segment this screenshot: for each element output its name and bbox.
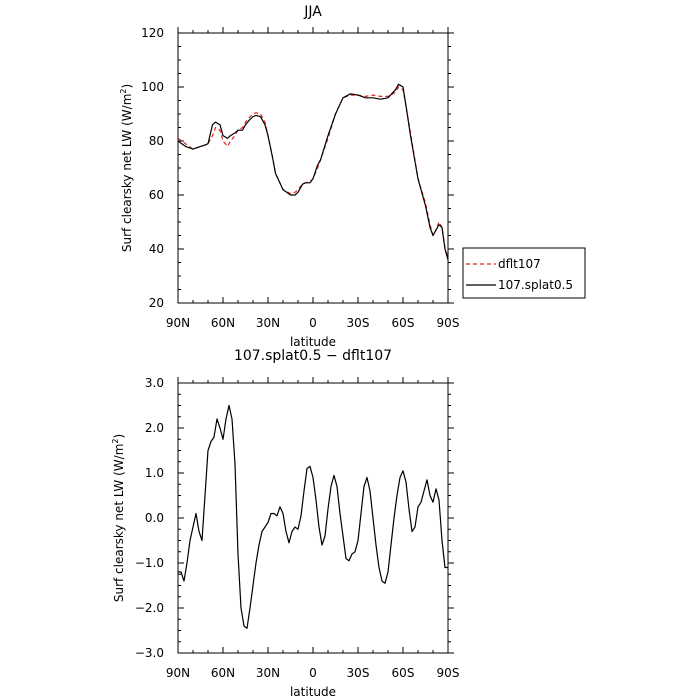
top-x-tick-label: 90N (166, 316, 190, 330)
top-y-tick-label: 100 (141, 80, 164, 94)
top-series-line-107-splat0-5 (177, 83, 449, 260)
bottom-y-axis-label-tail: ) (112, 434, 126, 439)
bottom-y-axis-label-superscript: 2 (111, 439, 120, 444)
legend-label-splat: 107.splat0.5 (498, 278, 573, 292)
bottom-x-tick-label: 90S (437, 666, 460, 680)
top-x-tick-label: 90S (437, 316, 460, 330)
bottom-y-tick-label: 2.0 (145, 421, 164, 435)
top-x-tick-label: 60N (211, 316, 235, 330)
top-y-tick-label: 40 (149, 242, 164, 256)
top-x-tick-label: 0 (309, 316, 317, 330)
bottom-x-tick-label: 0 (309, 666, 317, 680)
bottom-y-tick-labels: −3.0 −2.0 −1.0 0.0 1.0 2.0 3.0 (135, 376, 164, 660)
bottom-y-tick-label: 1.0 (145, 466, 164, 480)
bottom-axis-ticks (177, 377, 454, 654)
bottom-y-tick-label: −1.0 (135, 556, 164, 570)
bottom-x-tick-label: 60S (392, 666, 415, 680)
bottom-x-tick-label: 90N (166, 666, 190, 680)
top-x-tick-label: 60S (392, 316, 415, 330)
top-plot-lines (177, 83, 449, 260)
top-axis-ticks (177, 27, 454, 304)
bottom-x-tick-label: 30N (256, 666, 280, 680)
legend: dflt107 107.splat0.5 (462, 247, 586, 299)
top-y-tick-label: 20 (149, 296, 164, 310)
bottom-y-tick-label: −2.0 (135, 601, 164, 615)
bottom-y-tick-label: 0.0 (145, 511, 164, 525)
top-x-axis-label: latitude (290, 335, 336, 349)
bottom-y-tick-label: 3.0 (145, 376, 164, 390)
bottom-x-tick-label: 30S (347, 666, 370, 680)
top-y-tick-label: 120 (141, 26, 164, 40)
top-panel: JJA 20 40 60 80 100 120 90N 60N 30N 0 30S 60S 90S l… (119, 4, 586, 349)
bottom-chart-title: 107.splat0.5 − dflt107 (234, 348, 392, 364)
top-y-tick-label: 80 (149, 134, 164, 148)
top-y-axis-label-main: Surf clearsky net LW (W/m (120, 94, 134, 253)
bottom-series-line-series-0 (178, 404, 448, 629)
bottom-y-tick-label: −3.0 (135, 646, 164, 660)
bottom-plot-lines (178, 404, 448, 629)
bottom-x-axis-label: latitude (290, 685, 336, 699)
bottom-x-tick-label: 60N (211, 666, 235, 680)
bottom-x-tick-labels: 90N 60N 30N 0 30S 60S 90S (166, 666, 460, 680)
bottom-y-axis-label-main: Surf clearsky net LW (W/m (112, 444, 126, 603)
top-x-tick-labels: 90N 60N 30N 0 30S 60S 90S (166, 316, 460, 330)
legend-label-dflt107: dflt107 (498, 257, 541, 271)
top-x-tick-label: 30N (256, 316, 280, 330)
top-plot-frame (177, 32, 449, 304)
top-y-axis-label: Surf clearsky net LW (W/m2) (119, 84, 134, 252)
legend-box (462, 247, 586, 299)
top-x-tick-label: 30S (347, 316, 370, 330)
bottom-panel: 107.splat0.5 − dflt107 −3.0 −2.0 −1.0 0.0 1.… (111, 348, 459, 699)
top-y-tick-labels: 20 40 60 80 100 120 (141, 26, 164, 310)
top-y-axis-label-tail: ) (120, 84, 134, 89)
top-chart-title: JJA (303, 4, 322, 20)
top-y-axis-label-superscript: 2 (119, 89, 128, 94)
top-y-tick-label: 60 (149, 188, 164, 202)
bottom-y-axis-label: Surf clearsky net LW (W/m2) (111, 434, 126, 602)
